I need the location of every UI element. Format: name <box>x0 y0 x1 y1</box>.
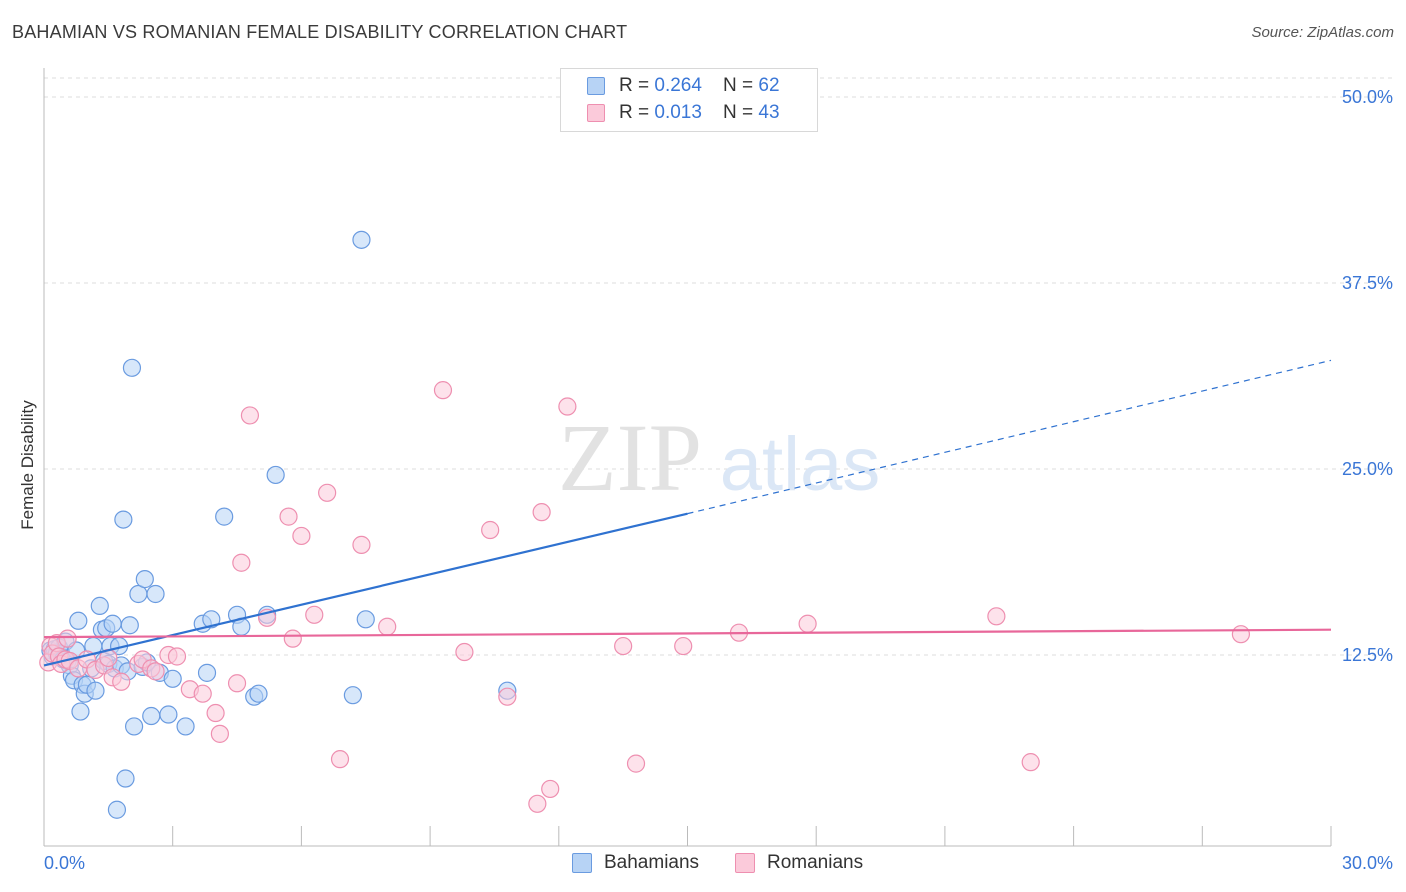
bahamian-point <box>86 681 105 700</box>
tick-labels: 12.5% 25.0% 37.5% 50.0% 0.0% 30.0% <box>44 87 1393 873</box>
bahamian-point <box>142 706 161 726</box>
romanian-point <box>112 672 131 691</box>
bahamian-point <box>197 663 217 682</box>
romanian-point <box>227 674 247 693</box>
axes <box>43 68 1332 847</box>
legend-n-label: N = <box>723 75 759 96</box>
legend-r-value: 0.013 <box>654 102 702 123</box>
romanians-trend-line <box>43 628 1332 639</box>
bahamian-point <box>163 669 182 688</box>
bahamian-point <box>356 610 375 629</box>
watermark: ZIP atlas <box>558 404 880 511</box>
bahamian-point <box>159 705 178 724</box>
romanian-point <box>283 629 302 648</box>
bahamians-trend-extension <box>687 359 1332 515</box>
bahamian-point <box>352 230 371 249</box>
x-tick-label: 30.0% <box>1342 853 1393 873</box>
romanian-point <box>58 629 77 648</box>
romanian-point <box>532 503 551 522</box>
romanian-point <box>318 483 337 502</box>
bahamian-point <box>146 584 165 604</box>
bahamian-point <box>69 611 88 630</box>
bahamian-point <box>90 596 109 615</box>
bahamian-point <box>71 702 90 721</box>
chart-title: BAHAMIAN VS ROMANIAN FEMALE DISABILITY C… <box>12 22 628 42</box>
bahamians-trend-line <box>43 512 688 667</box>
bahamian-point <box>135 570 154 589</box>
romanian-point <box>433 381 453 400</box>
romanian-point <box>292 526 311 546</box>
bahamian-point <box>343 686 362 705</box>
romanian-point <box>528 794 547 813</box>
romanian-point <box>798 614 817 633</box>
romanian-point <box>455 642 474 662</box>
bahamian-point <box>103 614 122 633</box>
romanians-swatch <box>735 853 755 873</box>
y-tick-label: 25.0% <box>1342 459 1393 479</box>
romanian-point <box>305 605 324 624</box>
y-tick-label: 37.5% <box>1342 273 1393 293</box>
romanians-label: Romanians <box>767 852 864 873</box>
bahamian-point <box>215 507 234 526</box>
romanian-point <box>352 535 371 554</box>
romanian-point <box>279 507 298 526</box>
romanian-point <box>626 754 646 773</box>
romanian-point <box>210 724 229 743</box>
bahamian-point <box>122 358 142 377</box>
x-tick-label: 0.0% <box>44 853 85 873</box>
romanian-point <box>193 684 212 703</box>
legend-n-value: 43 <box>758 102 780 123</box>
romanian-point <box>330 750 350 769</box>
bahamian-point <box>107 800 127 819</box>
bahamians-swatch <box>572 853 592 873</box>
watermark-zip: ZIP <box>558 404 702 511</box>
bahamians-label: Bahamians <box>604 852 700 873</box>
trend-lines <box>43 359 1332 667</box>
bahamian-point <box>202 610 221 629</box>
y-tick-label: 12.5% <box>1342 645 1393 665</box>
romanian-point <box>146 662 165 681</box>
y-axis-label: Female Disability <box>18 400 37 530</box>
legend-swatch-pink <box>587 104 605 122</box>
watermark-atlas: atlas <box>720 422 881 507</box>
romanian-point <box>614 636 633 656</box>
romanian-point <box>206 703 225 723</box>
legend-r-label: R = <box>619 75 655 96</box>
bahamian-point <box>116 769 135 788</box>
bahamian-point <box>249 684 268 703</box>
bahamian-point <box>114 510 133 529</box>
stats-legend: R = 0.264 N = 62 R = 0.013 N = 43 <box>560 68 818 132</box>
legend-n-label: N = <box>723 102 759 123</box>
legend-r-value: 0.264 <box>654 75 702 96</box>
bahamian-point <box>120 616 139 635</box>
romanian-point <box>240 406 260 425</box>
romanian-point <box>987 607 1006 626</box>
romanian-point <box>498 687 517 706</box>
legend-n-value: 62 <box>758 75 780 96</box>
romanian-point <box>232 553 251 572</box>
romanian-point <box>674 636 693 656</box>
romanian-point <box>541 779 560 799</box>
source-label: Source: ZipAtlas.com <box>1251 24 1394 41</box>
y-tick-label: 50.0% <box>1342 87 1393 107</box>
romanian-point <box>558 397 577 416</box>
romanian-point <box>167 647 187 666</box>
bahamian-point <box>266 465 285 485</box>
y-axis-label-wrap: Female Disability <box>18 400 38 529</box>
bahamian-point <box>176 717 195 736</box>
legend-r-label: R = <box>619 102 655 123</box>
romanian-point <box>378 617 397 636</box>
legend-swatch-blue <box>587 77 605 95</box>
romanian-point <box>1231 625 1251 644</box>
romanian-point <box>481 520 500 540</box>
bahamian-point <box>124 717 144 736</box>
romanian-point <box>1021 753 1040 772</box>
